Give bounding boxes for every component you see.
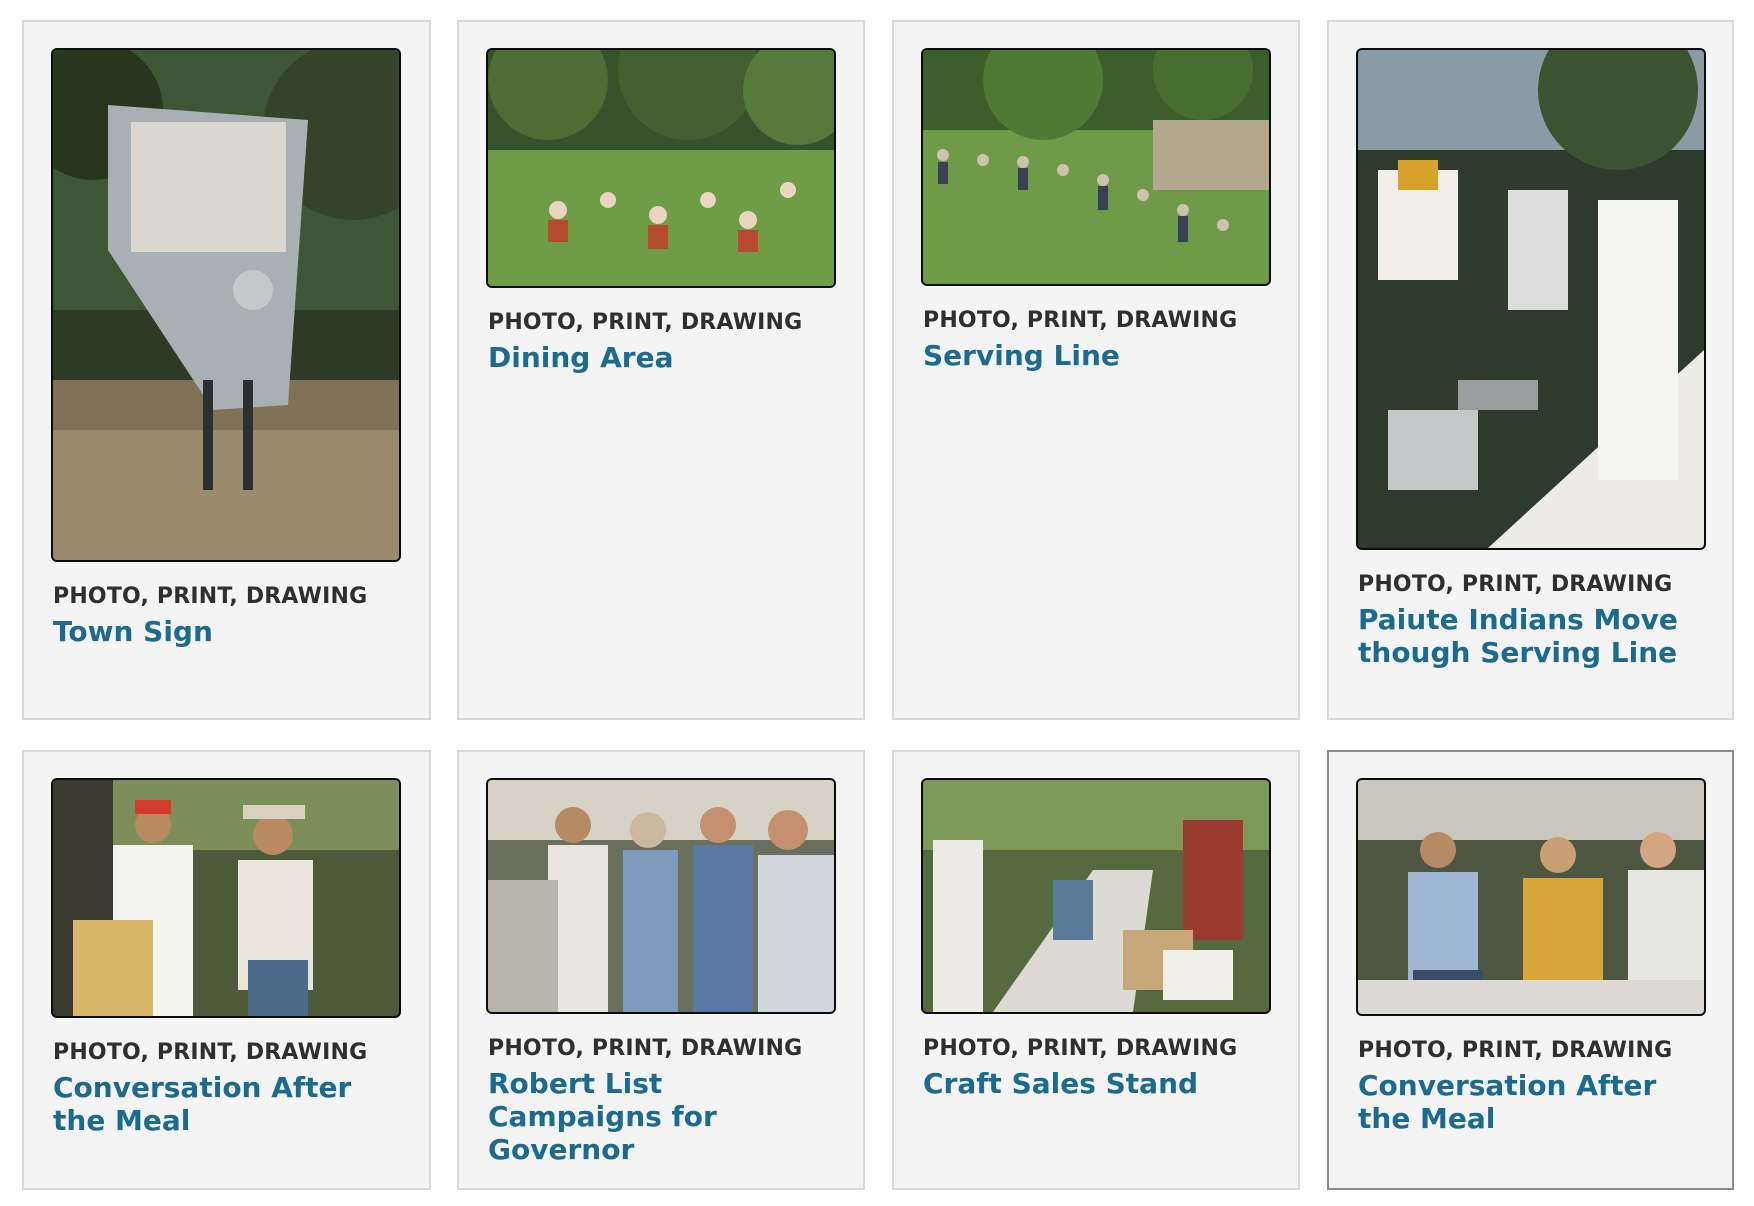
craft-stand-photo [923,780,1269,1012]
content-type-label: PHOTO, PRINT, DRAWING [488,310,803,335]
photo-thumbnail[interactable] [488,780,834,1012]
content-type-label: PHOTO, PRINT, DRAWING [923,308,1238,333]
collection-card[interactable]: PHOTO, PRINT, DRAWING Robert List Campai… [457,750,865,1190]
collection-card[interactable]: PHOTO, PRINT, DRAWING Conversation After… [1327,750,1734,1190]
buffet-line-photo [1358,50,1704,548]
content-type-label: PHOTO, PRINT, DRAWING [53,1040,368,1065]
photo-thumbnail[interactable] [923,50,1269,284]
collection-card[interactable]: PHOTO, PRINT, DRAWING Conversation After… [22,750,431,1190]
photo-thumbnail[interactable] [488,50,834,286]
content-type-label: PHOTO, PRINT, DRAWING [1358,572,1673,597]
photo-thumbnail[interactable] [923,780,1269,1012]
photo-thumbnail[interactable] [53,50,399,560]
town-sign-photo [53,50,399,560]
photo-thumbnail[interactable] [1358,780,1704,1014]
campaign-handshake-photo [488,780,834,1012]
men-seated-photo [1358,780,1704,1014]
serving-line-photo [923,50,1269,284]
card-title-link[interactable]: Craft Sales Stand [923,1067,1199,1100]
photo-thumbnail[interactable] [1358,50,1704,548]
content-type-label: PHOTO, PRINT, DRAWING [53,584,368,609]
collection-card[interactable]: PHOTO, PRINT, DRAWING Dining Area [457,20,865,720]
card-title-link[interactable]: Robert List Campaigns for Governor [488,1067,717,1166]
content-type-label: PHOTO, PRINT, DRAWING [923,1036,1238,1061]
two-men-talking-photo [53,780,399,1016]
dining-area-photo [488,50,834,286]
collection-card[interactable]: PHOTO, PRINT, DRAWING Paiute Indians Mov… [1327,20,1734,720]
card-title-link[interactable]: Conversation After the Meal [53,1071,352,1137]
card-title-link[interactable]: Paiute Indians Move though Serving Line [1358,603,1678,669]
content-type-label: PHOTO, PRINT, DRAWING [488,1036,803,1061]
card-title-link[interactable]: Dining Area [488,341,674,374]
collection-card[interactable]: PHOTO, PRINT, DRAWING Town Sign [22,20,431,720]
photo-thumbnail[interactable] [53,780,399,1016]
card-title-link[interactable]: Town Sign [53,615,213,648]
card-title-link[interactable]: Serving Line [923,339,1120,372]
card-title-link[interactable]: Conversation After the Meal [1358,1069,1657,1135]
collection-card[interactable]: PHOTO, PRINT, DRAWING Craft Sales Stand [892,750,1300,1190]
content-type-label: PHOTO, PRINT, DRAWING [1358,1038,1673,1063]
collection-card[interactable]: PHOTO, PRINT, DRAWING Serving Line [892,20,1300,720]
